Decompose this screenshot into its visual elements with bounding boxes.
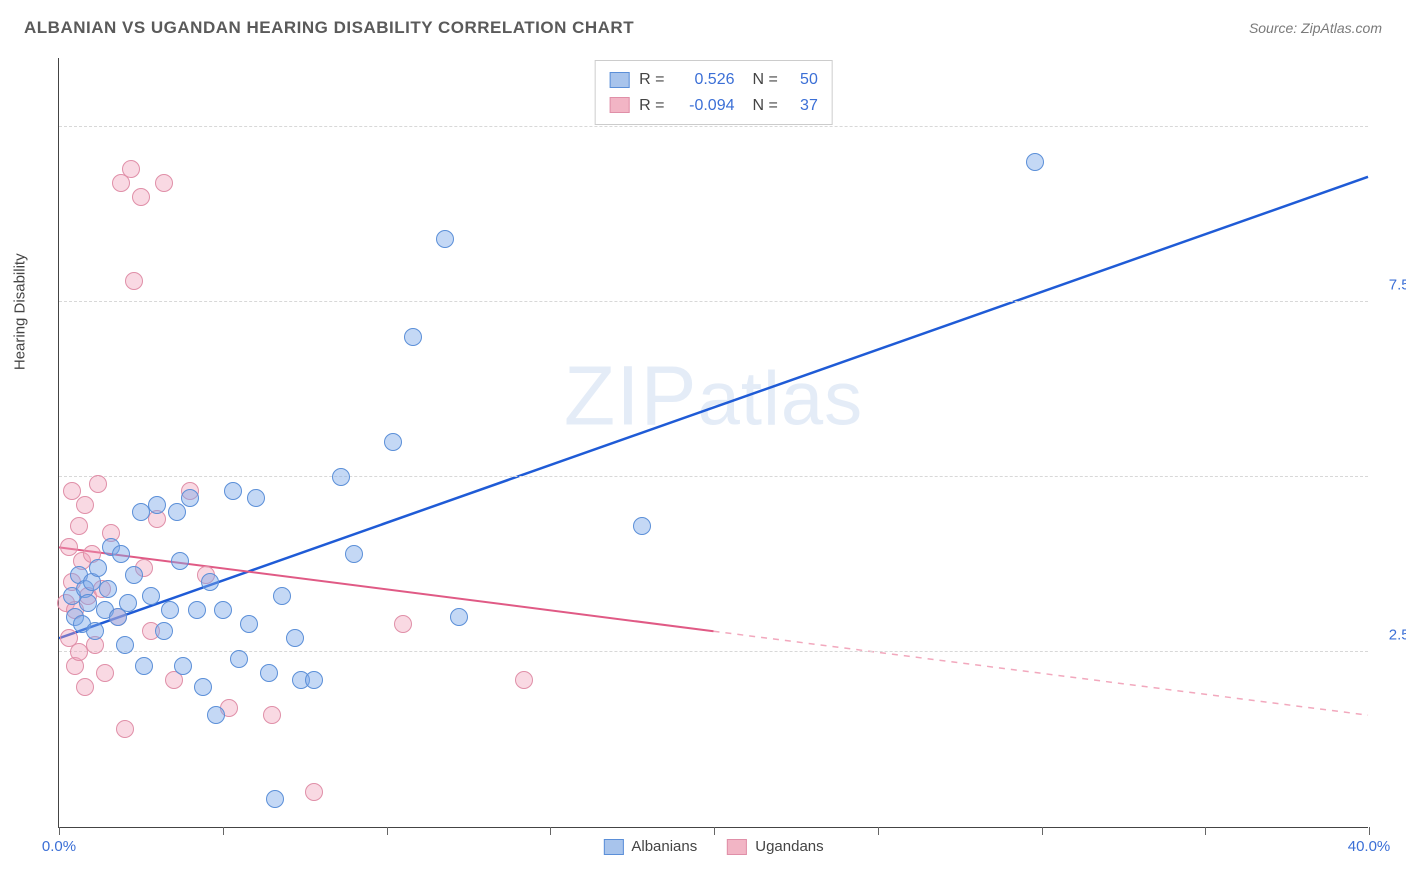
legend-stats: R = 0.526 N = 50 R = -0.094 N = 37 [594, 60, 833, 125]
y-axis-label: Hearing Disability [12, 253, 29, 370]
xtick-label: 0.0% [42, 838, 76, 855]
xtick [1369, 827, 1370, 835]
legend-swatch [727, 839, 747, 855]
data-point [174, 657, 192, 675]
legend-series: Albanians Ugandans [603, 838, 823, 855]
data-point [171, 552, 189, 570]
data-point [86, 622, 104, 640]
data-point [404, 328, 422, 346]
data-point [155, 622, 173, 640]
legend-series-label: Albanians [631, 838, 697, 855]
data-point [125, 272, 143, 290]
data-point [116, 720, 134, 738]
data-point [181, 489, 199, 507]
xtick [1042, 827, 1043, 835]
legend-swatch [609, 72, 629, 88]
chart-source: Source: ZipAtlas.com [1249, 20, 1382, 36]
ytick-label: 2.5% [1373, 627, 1406, 644]
data-point [260, 664, 278, 682]
r-value: -0.094 [675, 93, 735, 119]
gridline [59, 651, 1368, 652]
data-point [305, 783, 323, 801]
ytick-label: 7.5% [1373, 277, 1406, 294]
chart-title: ALBANIAN VS UGANDAN HEARING DISABILITY C… [24, 18, 634, 38]
data-point [305, 671, 323, 689]
xtick [223, 827, 224, 835]
legend-series-item: Ugandans [727, 838, 823, 855]
legend-swatch [609, 97, 629, 113]
data-point [230, 650, 248, 668]
data-point [394, 615, 412, 633]
legend-series-label: Ugandans [755, 838, 823, 855]
legend-swatch [603, 839, 623, 855]
data-point [1026, 153, 1044, 171]
gridline [59, 301, 1368, 302]
data-point [384, 433, 402, 451]
xtick-label: 40.0% [1348, 838, 1391, 855]
legend-series-item: Albanians [603, 838, 697, 855]
data-point [132, 503, 150, 521]
data-point [148, 496, 166, 514]
data-point [161, 601, 179, 619]
plot-area: ZIPatlas R =0.526N =50R =-0.094N =37 Alb… [58, 58, 1368, 828]
data-point [70, 643, 88, 661]
trend-lines [59, 58, 1368, 827]
n-label: N = [753, 93, 778, 119]
r-label: R = [639, 93, 664, 119]
data-point [119, 594, 137, 612]
data-point [266, 790, 284, 808]
data-point [286, 629, 304, 647]
data-point [89, 559, 107, 577]
data-point [207, 706, 225, 724]
data-point [450, 608, 468, 626]
data-point [436, 230, 454, 248]
data-point [125, 566, 143, 584]
data-point [224, 482, 242, 500]
data-point [345, 545, 363, 563]
xtick [1205, 827, 1206, 835]
data-point [76, 496, 94, 514]
xtick [550, 827, 551, 835]
n-label: N = [753, 67, 778, 93]
data-point [142, 587, 160, 605]
data-point [96, 664, 114, 682]
data-point [135, 657, 153, 675]
data-point [240, 615, 258, 633]
xtick [387, 827, 388, 835]
data-point [79, 594, 97, 612]
r-value: 0.526 [675, 67, 735, 93]
data-point [332, 468, 350, 486]
data-point [263, 706, 281, 724]
data-point [168, 503, 186, 521]
data-point [273, 587, 291, 605]
legend-stat-row: R = 0.526 N = 50 [609, 67, 818, 93]
gridline [59, 126, 1368, 127]
data-point [112, 545, 130, 563]
n-value: 37 [788, 93, 818, 119]
data-point [214, 601, 232, 619]
xtick [59, 827, 60, 835]
data-point [89, 475, 107, 493]
data-point [247, 489, 265, 507]
r-label: R = [639, 67, 664, 93]
data-point [70, 517, 88, 535]
xtick [714, 827, 715, 835]
legend-stat-row: R = -0.094 N = 37 [609, 93, 818, 119]
data-point [99, 580, 117, 598]
xtick [878, 827, 879, 835]
data-point [633, 517, 651, 535]
data-point [188, 601, 206, 619]
n-value: 50 [788, 67, 818, 93]
data-point [132, 188, 150, 206]
data-point [116, 636, 134, 654]
gridline [59, 476, 1368, 477]
chart-header: ALBANIAN VS UGANDAN HEARING DISABILITY C… [24, 18, 1382, 38]
data-point [122, 160, 140, 178]
data-point [515, 671, 533, 689]
data-point [155, 174, 173, 192]
data-point [76, 678, 94, 696]
data-point [194, 678, 212, 696]
data-point [201, 573, 219, 591]
